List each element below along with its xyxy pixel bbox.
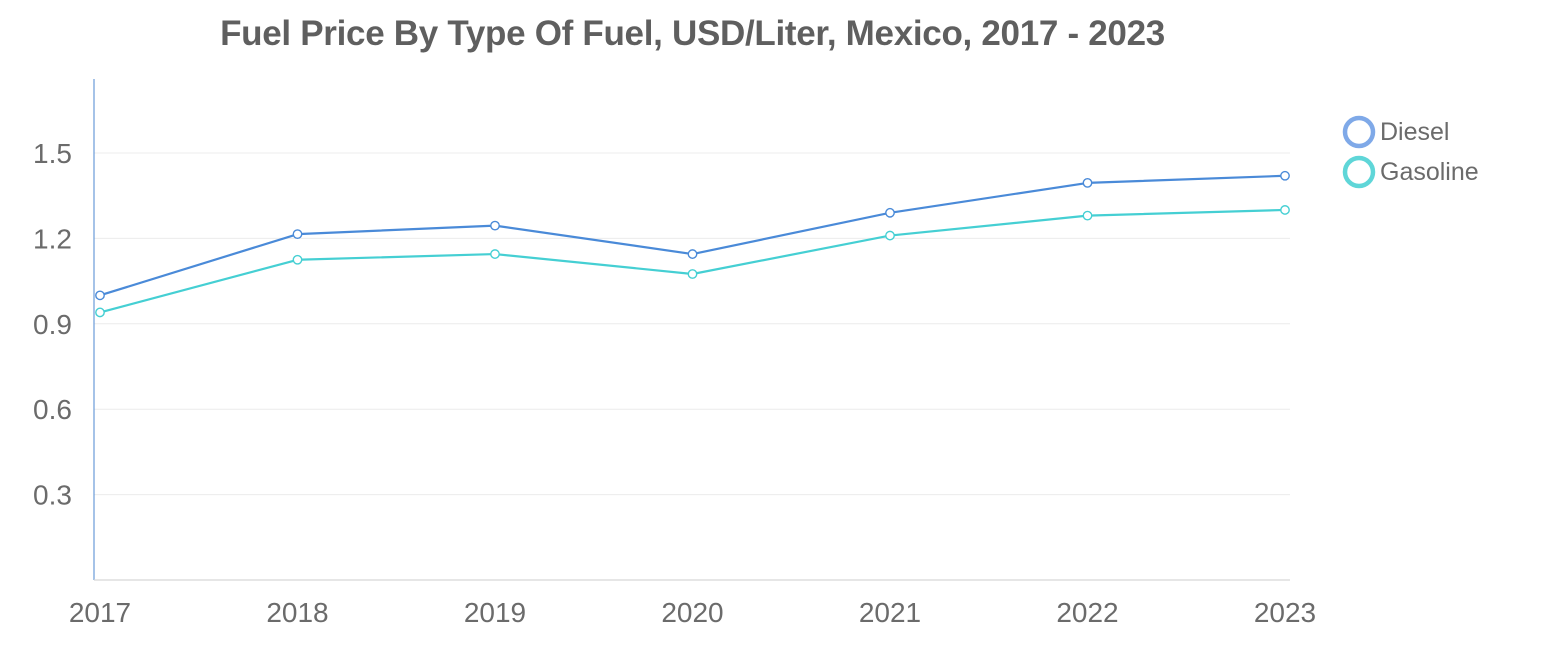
series-gasoline	[95, 205, 1290, 318]
x-tick-label: 2022	[1056, 597, 1118, 628]
data-point-gasoline[interactable]	[687, 269, 698, 279]
data-point-gasoline[interactable]	[490, 249, 500, 259]
series-diesel	[95, 170, 1290, 301]
series-line-gasoline	[99, 208, 1286, 314]
x-tick-label: 2019	[464, 597, 526, 628]
legend-label: Diesel	[1380, 118, 1449, 146]
legend: Diesel Gasoline	[1342, 115, 1479, 189]
x-tick-label: 2018	[266, 597, 328, 628]
legend-item-gasoline[interactable]: Gasoline	[1342, 155, 1479, 189]
y-tick-label: 1.2	[33, 223, 72, 254]
gridlines	[94, 152, 1290, 496]
legend-marker	[1342, 115, 1376, 149]
legend-label: Gasoline	[1380, 158, 1479, 186]
y-tick-labels: 0.3 0.6 0.9 1.2 1.5	[33, 138, 72, 511]
data-point-gasoline[interactable]	[885, 230, 895, 241]
x-tick-label: 2017	[69, 597, 131, 628]
data-point-diesel[interactable]	[490, 220, 500, 231]
x-tick-label: 2023	[1254, 597, 1316, 628]
y-tick-label: 1.5	[33, 138, 72, 169]
chart-title: Fuel Price By Type Of Fuel, USD/Liter, M…	[220, 14, 1165, 53]
x-tick-labels: 2017 2018 2019 2020 2021 2022 2023	[69, 597, 1316, 628]
data-point-diesel[interactable]	[687, 249, 698, 259]
series	[95, 170, 1290, 318]
data-point-diesel[interactable]	[1082, 178, 1093, 188]
data-point-gasoline[interactable]	[292, 254, 303, 265]
data-point-diesel[interactable]	[885, 207, 895, 218]
x-tick-label: 2021	[859, 597, 921, 628]
data-point-diesel[interactable]	[1280, 170, 1290, 181]
y-tick-label: 0.3	[33, 480, 72, 511]
data-point-gasoline[interactable]	[95, 307, 105, 318]
data-point-diesel[interactable]	[292, 229, 303, 240]
legend-item-diesel[interactable]: Diesel	[1342, 115, 1449, 149]
y-tick-label: 0.9	[33, 309, 72, 340]
x-tick-label: 2020	[661, 597, 723, 628]
y-tick-label: 0.6	[33, 394, 72, 425]
legend-marker	[1342, 155, 1376, 189]
data-point-gasoline[interactable]	[1280, 205, 1290, 215]
data-point-diesel[interactable]	[95, 290, 105, 301]
data-point-gasoline[interactable]	[1082, 210, 1093, 221]
